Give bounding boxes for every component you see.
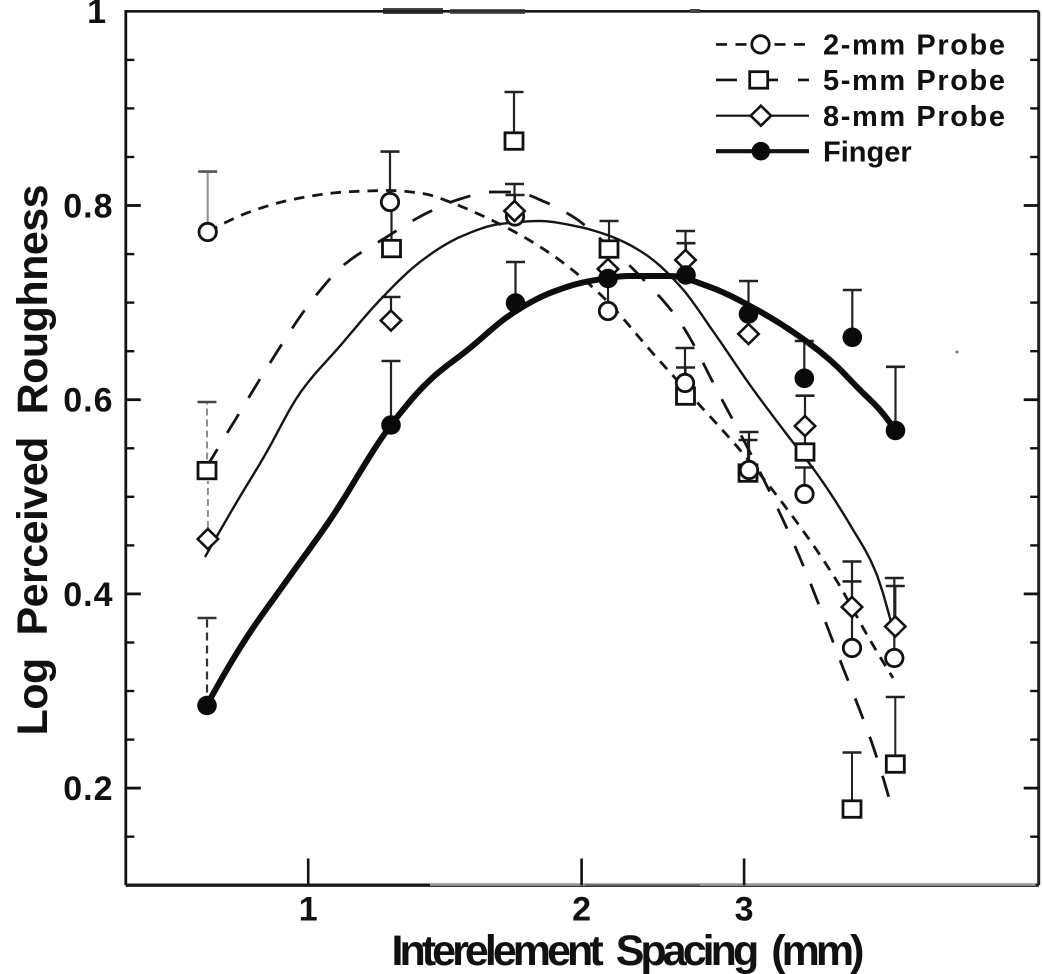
svg-text:3: 3: [735, 891, 754, 929]
svg-text:1: 1: [87, 0, 106, 31]
svg-text:1: 1: [299, 891, 318, 929]
svg-text:0.4: 0.4: [63, 576, 113, 614]
svg-text:Interelement Spacing (mm): Interelement Spacing (mm): [392, 927, 865, 974]
svg-text:8-mm Probe: 8-mm Probe: [823, 101, 1005, 133]
svg-text:2-mm Probe: 2-mm Probe: [823, 30, 1005, 62]
svg-text:Log Perceived Roughness: Log Perceived Roughness: [9, 185, 57, 736]
svg-text:2: 2: [572, 891, 591, 929]
svg-text:Finger: Finger: [823, 137, 912, 169]
svg-text:0.2: 0.2: [63, 770, 113, 808]
svg-text:0.8: 0.8: [63, 188, 113, 226]
svg-text:5-mm Probe: 5-mm Probe: [823, 65, 1005, 97]
svg-text:0.6: 0.6: [63, 382, 113, 420]
